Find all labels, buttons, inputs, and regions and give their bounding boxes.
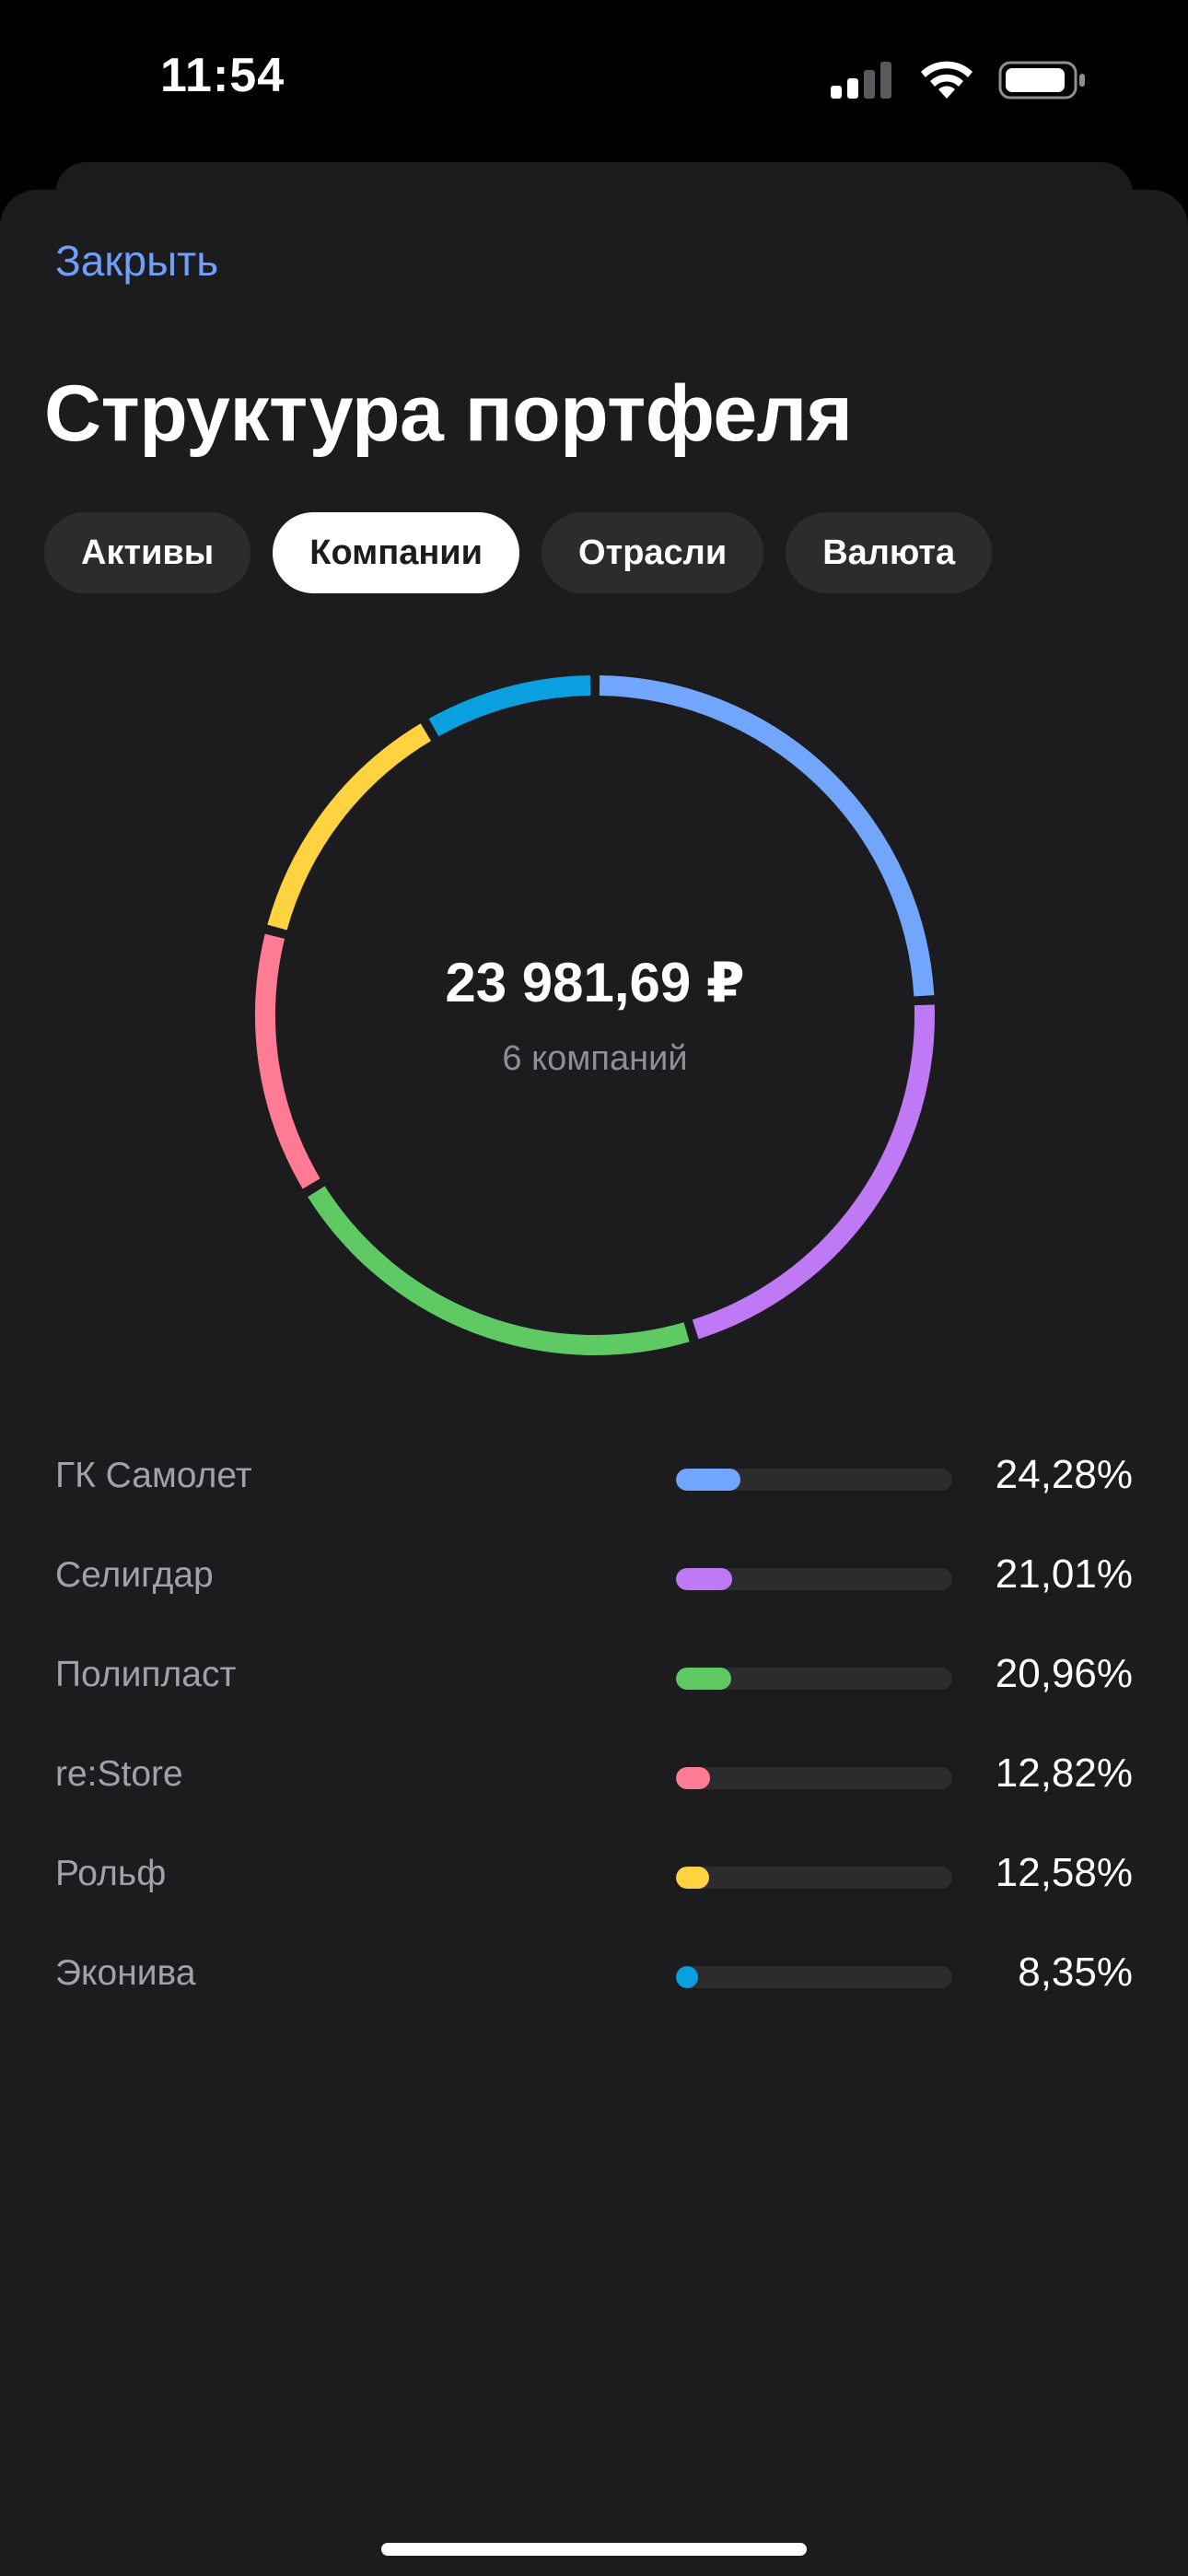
- list-item[interactable]: Полипласт 20,96%: [55, 1629, 1133, 1728]
- allocation-percent: 20,96%: [995, 1651, 1133, 1696]
- list-item[interactable]: Эконива 8,35%: [55, 1927, 1133, 2027]
- tab-currency[interactable]: Валюта: [786, 512, 993, 593]
- allocation-bar-fill: [676, 1668, 731, 1690]
- tab-industries[interactable]: Отрасли: [542, 512, 764, 593]
- company-name: Полипласт: [55, 1655, 237, 1694]
- donut-segment-3: [308, 1186, 690, 1355]
- allocation-percent: 24,28%: [995, 1452, 1133, 1497]
- list-item[interactable]: ГК Самолет 24,28%: [55, 1430, 1133, 1529]
- allocation-bar-fill: [676, 1867, 709, 1889]
- allocation-percent: 12,58%: [995, 1850, 1133, 1895]
- status-bar: 11:54: [0, 0, 1188, 166]
- page-title: Структура портфеля: [44, 369, 853, 458]
- allocation-list: ГК Самолет 24,28% Селигдар 21,01% Полипл…: [55, 1430, 1133, 2027]
- allocation-bar-fill: [676, 1469, 740, 1491]
- list-item[interactable]: re:Store 12,82%: [55, 1728, 1133, 1828]
- allocation-bar-fill: [676, 1966, 698, 1988]
- donut-segment-5: [267, 723, 432, 931]
- tab-assets[interactable]: Активы: [44, 512, 251, 593]
- signal-icon: [831, 62, 891, 99]
- home-indicator[interactable]: [381, 2543, 807, 2556]
- allocation-bar: [676, 1668, 952, 1690]
- allocation-bar: [676, 1966, 952, 1988]
- list-item[interactable]: Рольф 12,58%: [55, 1828, 1133, 1927]
- allocation-percent: 21,01%: [995, 1551, 1133, 1597]
- company-name: Селигдар: [55, 1555, 214, 1595]
- portfolio-total: 23 981,69 ₽: [445, 952, 745, 1013]
- allocation-bar: [676, 1568, 952, 1590]
- allocation-bar: [676, 1469, 952, 1491]
- donut-segment-1: [599, 675, 935, 997]
- allocation-percent: 12,82%: [995, 1751, 1133, 1796]
- tab-companies[interactable]: Компании: [273, 512, 520, 593]
- donut-segment-2: [692, 1004, 935, 1340]
- status-icons: [831, 57, 1087, 103]
- company-name: Рольф: [55, 1854, 167, 1893]
- tab-bar: Активы Компании Отрасли Валюта: [44, 512, 993, 593]
- donut-chart-svg: [255, 675, 935, 1355]
- allocation-bar-fill: [676, 1767, 710, 1789]
- allocation-bar-fill: [676, 1568, 732, 1590]
- company-name: re:Store: [55, 1754, 183, 1794]
- allocation-bar: [676, 1767, 952, 1789]
- company-name: Эконива: [55, 1953, 196, 1993]
- battery-icon: [998, 61, 1085, 100]
- wifi-icon: [921, 61, 973, 99]
- status-time: 11:54: [160, 49, 285, 102]
- company-name: ГК Самолет: [55, 1456, 252, 1495]
- allocation-bar: [676, 1867, 952, 1889]
- donut-segment-4: [255, 933, 320, 1189]
- donut-chart: 23 981,69 ₽ 6 компаний: [254, 674, 936, 1356]
- list-item[interactable]: Селигдар 21,01%: [55, 1529, 1133, 1629]
- donut-segment-6: [428, 675, 591, 737]
- close-button[interactable]: Закрыть: [55, 237, 219, 285]
- allocation-percent: 8,35%: [1018, 1950, 1133, 1995]
- companies-count: 6 компаний: [502, 1039, 688, 1078]
